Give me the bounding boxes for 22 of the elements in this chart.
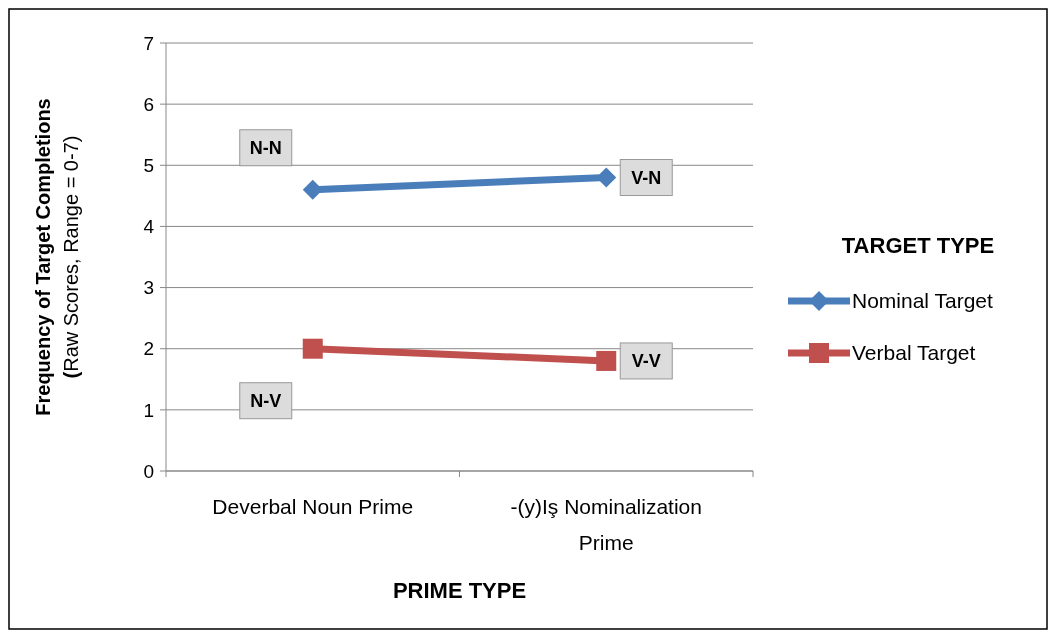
point: [302, 338, 323, 359]
y-tick-label: 0: [143, 460, 154, 482]
y-tick-label: 3: [143, 277, 154, 299]
x-axis-title: PRIME TYPE: [392, 578, 527, 603]
y-tick-label: 4: [143, 216, 155, 238]
y-tick-label: 1: [143, 399, 154, 421]
x-tick-label: -(y)Iş Nominalization Prime: [510, 495, 702, 554]
legend-title: TARGET TYPE: [841, 233, 995, 258]
annotation: V-V: [631, 351, 661, 372]
annotation: N-V: [250, 391, 282, 412]
annotation: V-N: [631, 167, 662, 188]
y-tick-label: 6: [143, 93, 154, 115]
y-tick-label: 7: [143, 32, 154, 54]
legend-label: Verbal Target: [852, 341, 976, 365]
y-tick-label: 5: [143, 154, 154, 176]
annotation: N-N: [249, 138, 282, 159]
x-tick-label: Deverbal Noun Prime: [212, 495, 414, 518]
y-tick-label: 2: [143, 338, 154, 360]
point: [596, 350, 617, 371]
point: [302, 179, 323, 200]
point: [596, 167, 617, 188]
legend-label: Nominal Target: [852, 289, 994, 313]
